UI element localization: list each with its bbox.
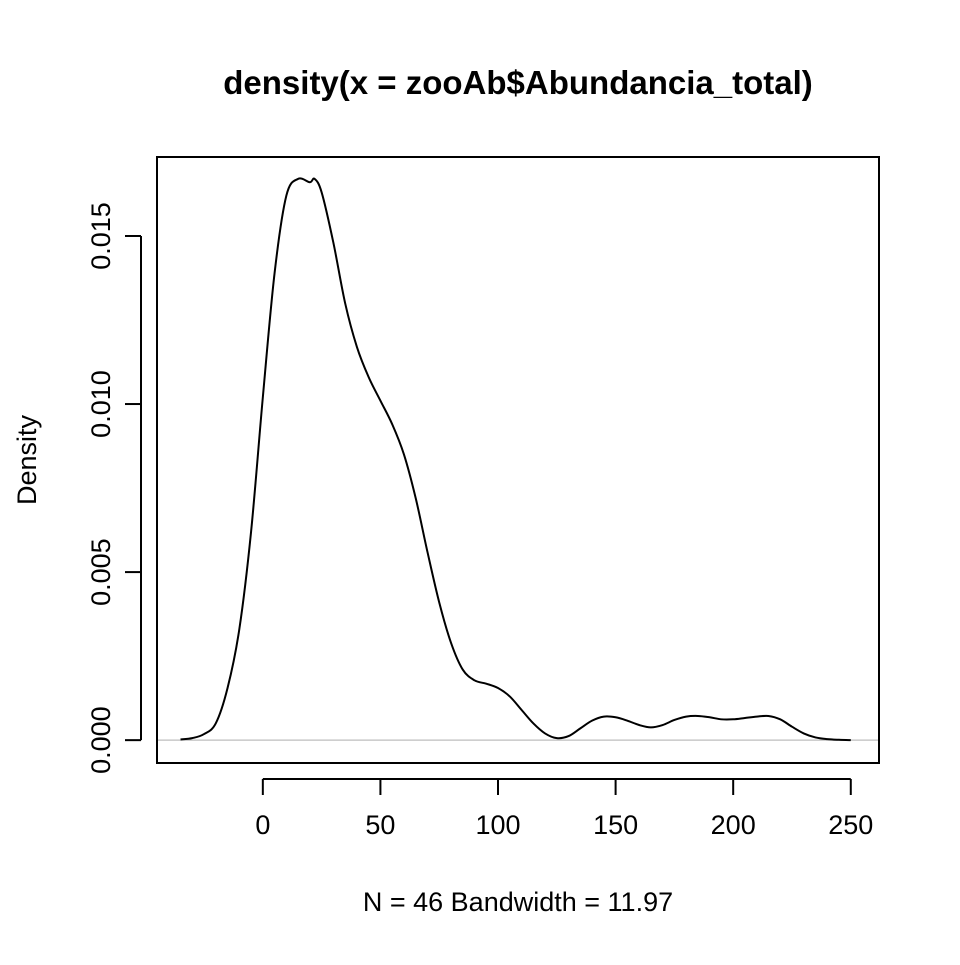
y-axis: 0.000 0.005 0.010 0.015 — [86, 202, 142, 774]
y-tick-label: 0.010 — [86, 370, 116, 438]
x-tick-label: 250 — [828, 810, 873, 840]
density-curve — [180, 177, 851, 742]
x-tick-label: 0 — [255, 810, 270, 840]
y-tick-label: 0.000 — [86, 706, 116, 774]
x-tick-label: 100 — [475, 810, 520, 840]
y-tick-label: 0.005 — [86, 538, 116, 606]
x-tick-label: 200 — [711, 810, 756, 840]
x-axis-label: N = 46 Bandwidth = 11.97 — [363, 887, 673, 917]
plot-frame — [156, 156, 880, 764]
chart-title: density(x = zooAb$Abundancia_total) — [223, 64, 813, 101]
x-tick-label: 150 — [593, 810, 638, 840]
x-axis: 0 50 100 150 200 250 — [255, 778, 873, 840]
x-tick-label: 50 — [365, 810, 395, 840]
y-tick-label: 0.015 — [86, 202, 116, 270]
y-axis-label: Density — [12, 414, 42, 505]
